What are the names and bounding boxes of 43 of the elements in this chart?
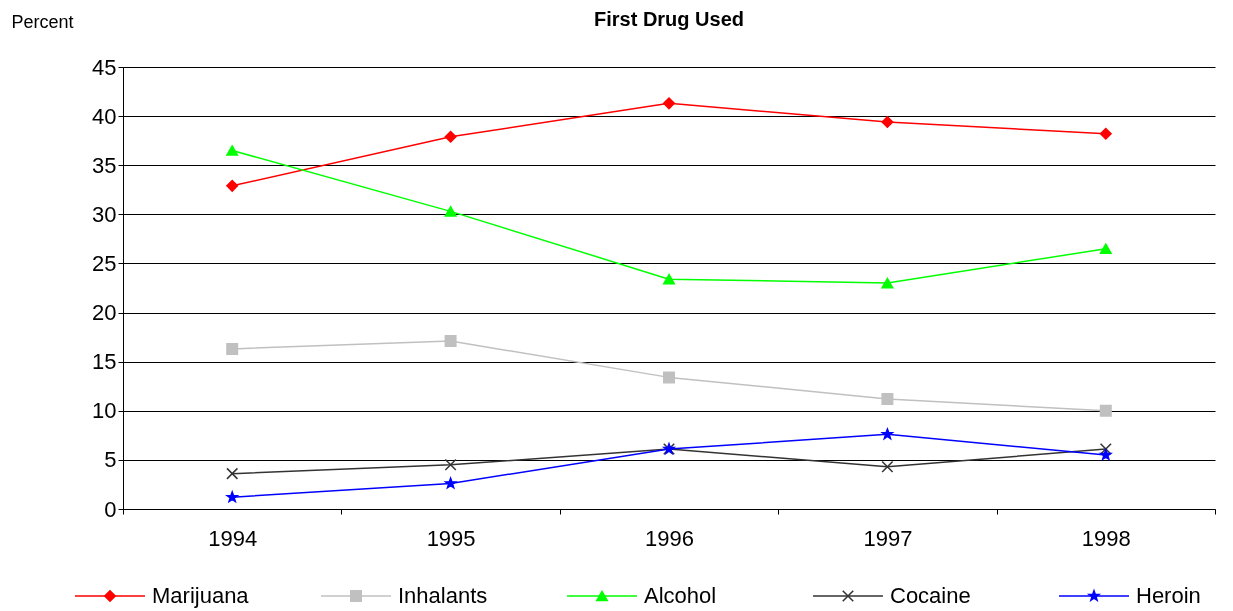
point — [226, 342, 239, 355]
y-tick-label: 10 — [92, 398, 117, 424]
point — [444, 477, 457, 489]
legend-label: Inhalants — [398, 583, 488, 608]
legend-label: Alcohol — [644, 583, 717, 608]
point — [881, 277, 894, 289]
point — [1099, 243, 1112, 254]
chart-title: First Drug Used — [593, 8, 745, 30]
point — [663, 273, 675, 285]
legend-label: Marijuana — [152, 583, 250, 608]
y-tick-label: 35 — [92, 152, 117, 178]
point — [1099, 404, 1112, 417]
y-tick-label: 30 — [92, 201, 117, 227]
point — [444, 206, 457, 217]
x-tick-label: 1996 — [645, 525, 694, 551]
y-tick-label: 45 — [92, 54, 117, 80]
point — [881, 393, 894, 405]
point — [881, 460, 894, 473]
y-tick-label: 15 — [92, 349, 117, 375]
point — [881, 428, 894, 440]
point — [444, 458, 457, 471]
point — [1099, 443, 1112, 456]
point — [663, 371, 675, 384]
legend-label: Heroin — [1136, 583, 1201, 608]
point — [444, 335, 457, 348]
x-tick-label: 1994 — [208, 525, 258, 551]
y-tick-label: 0 — [104, 496, 117, 522]
y-tick-label: 5 — [104, 447, 117, 473]
point — [663, 97, 675, 110]
x-tick-label: 1995 — [426, 525, 476, 551]
point — [226, 179, 239, 192]
y-axis-title: Percent — [11, 11, 74, 32]
legend-label: Cocaine — [890, 583, 971, 608]
y-tick-label: 40 — [92, 103, 117, 129]
x-tick-label: 1998 — [1081, 525, 1131, 551]
point — [881, 116, 894, 128]
point — [1099, 127, 1112, 140]
y-tick-label: 20 — [92, 300, 117, 326]
x-tick-label: 1997 — [863, 525, 913, 551]
y-tick-label: 25 — [92, 250, 117, 276]
point — [444, 130, 457, 143]
point — [226, 145, 239, 156]
point — [226, 467, 239, 480]
